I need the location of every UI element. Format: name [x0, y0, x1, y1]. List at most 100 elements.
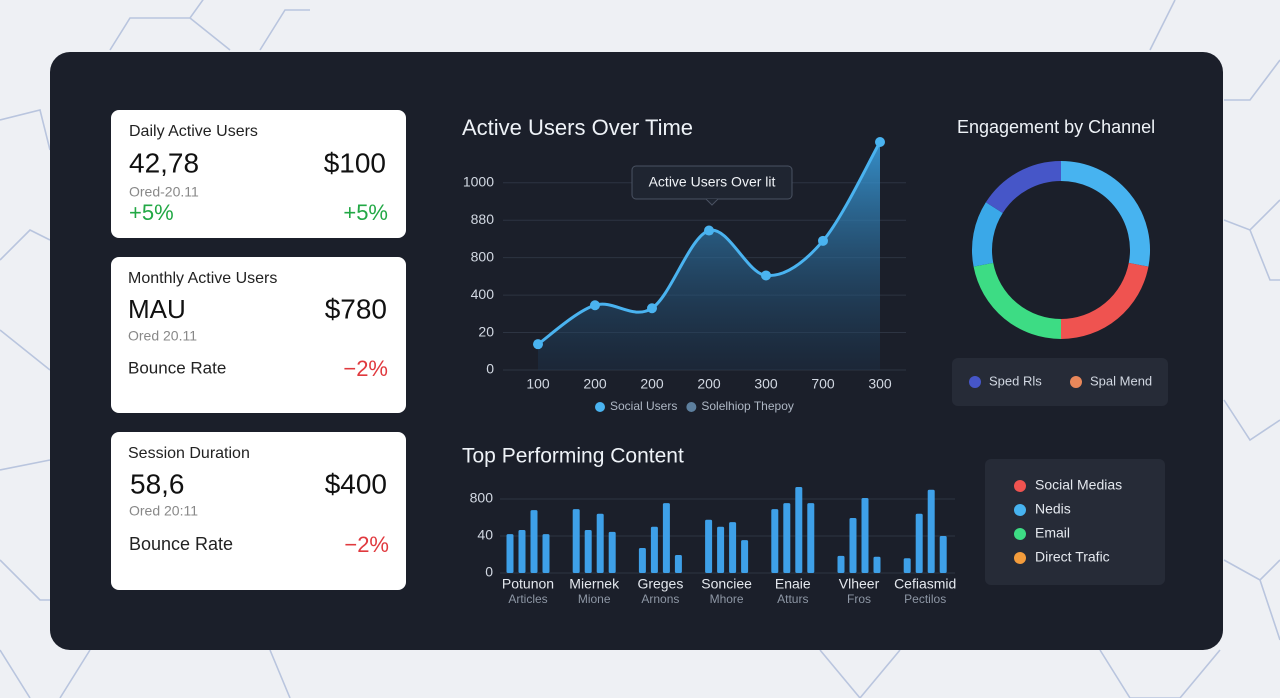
y-tick-label: 800	[471, 248, 495, 264]
y-tick-label: 880	[471, 211, 495, 227]
bar	[674, 554, 682, 573]
x-tick-sublabel: Arnons	[641, 592, 679, 606]
x-tick-label: Greges	[637, 576, 683, 592]
legend-dot	[1014, 528, 1026, 540]
card-label: Bounce Rate	[129, 534, 233, 554]
legend-label: Social Medias	[1035, 477, 1122, 493]
bar	[783, 503, 791, 573]
bar	[530, 510, 538, 573]
y-tick-label: 20	[478, 323, 494, 339]
legend-label: Social Users	[610, 399, 677, 413]
card-date: Ored 20:11	[129, 503, 198, 519]
donut-segment	[973, 262, 1062, 339]
x-tick-label: 200	[583, 376, 607, 392]
x-tick-sublabel: Fros	[847, 592, 871, 606]
card-value: 42,78	[129, 147, 199, 178]
card-change: −2%	[343, 356, 388, 381]
card	[111, 432, 406, 590]
legend-label: Spal Mend	[1090, 373, 1152, 388]
bar	[939, 535, 947, 573]
point	[818, 235, 828, 246]
card-label: Bounce Rate	[128, 358, 226, 377]
card-amount: $400	[325, 468, 387, 499]
legend-label: Direct Trafic	[1035, 549, 1110, 565]
legend-dot	[595, 402, 605, 412]
bar	[849, 517, 857, 573]
donut-segment	[1060, 262, 1149, 339]
donut-segment	[1060, 161, 1150, 267]
x-tick-sublabel: Pectilos	[904, 592, 946, 606]
card-date: Ored 20.11	[128, 328, 197, 344]
y-tick-label: 400	[471, 286, 495, 302]
bar	[542, 534, 550, 573]
point	[761, 270, 771, 281]
x-tick-label: 100	[526, 376, 550, 392]
card-title: Monthly Active Users	[128, 270, 277, 287]
line-chart: 0 20 400 800 880 1000 100 200 200 200 300 700 300 Act…	[463, 136, 906, 413]
chart-title: Active Users Over Time	[462, 115, 693, 140]
x-tick-sublabel: Mhore	[710, 592, 744, 606]
donut-segment	[985, 161, 1062, 214]
x-tick-label: Potunon	[502, 576, 554, 592]
point	[590, 300, 600, 311]
x-tick-sublabel: Atturs	[777, 592, 808, 606]
area	[538, 141, 880, 370]
bar	[717, 526, 725, 573]
bar	[518, 529, 526, 573]
bar	[795, 486, 803, 573]
donut-segment	[972, 202, 1003, 267]
bar	[927, 489, 935, 573]
x-tick-label: 200	[640, 376, 664, 392]
card	[111, 257, 406, 413]
y-tick-label: 0	[486, 361, 494, 377]
point	[704, 225, 714, 236]
legend-box	[985, 459, 1165, 585]
y-tick-label: 40	[477, 527, 493, 543]
y-tick-label: 1000	[463, 174, 494, 190]
x-tick-sublabel: Mione	[578, 592, 611, 606]
legend-dot	[1014, 504, 1026, 516]
point	[533, 339, 543, 350]
donut-chart: Sped Rls Spal Mend Social Medias Nedis Email…	[969, 161, 1152, 565]
card-title: Session Duration	[128, 445, 250, 462]
bar	[572, 509, 580, 573]
legend-label: Sped Rls	[989, 373, 1042, 388]
x-tick-label: 200	[697, 376, 721, 392]
x-tick-label: 700	[811, 376, 835, 392]
legend-dot	[969, 376, 981, 388]
bar	[861, 498, 869, 573]
bar	[705, 519, 713, 573]
legend-dot	[1014, 552, 1026, 564]
legend-dot	[1070, 376, 1082, 388]
x-tick-label: Enaie	[775, 576, 811, 592]
bar	[608, 531, 616, 573]
legend-dot	[686, 402, 697, 412]
bar	[903, 558, 911, 573]
card-value: 58,6	[130, 468, 185, 499]
x-tick-label: Cefiasmid	[894, 576, 956, 592]
card-change: +5%	[129, 200, 174, 225]
bar	[807, 503, 815, 573]
bar	[638, 548, 646, 573]
bar	[584, 529, 592, 573]
card-value: MAU	[128, 294, 186, 324]
legend-dot	[1014, 480, 1026, 492]
x-tick-label: 300	[754, 376, 778, 392]
x-tick-label: Vlheer	[839, 576, 880, 592]
legend-label: Solelhiop Thepoy	[701, 399, 794, 413]
bar	[506, 534, 514, 573]
card-amount: $780	[325, 293, 387, 324]
bar	[741, 540, 749, 573]
bar	[837, 555, 845, 573]
bar-chart: 040800PotunonArticlesMiernekMioneGregesA…	[470, 486, 956, 606]
point	[647, 303, 657, 314]
x-tick-sublabel: Articles	[508, 592, 547, 606]
bar	[662, 503, 670, 573]
tooltip-text: Active Users Over lit	[649, 174, 776, 190]
card-change: −2%	[344, 532, 389, 557]
card-date: Ored-20.11	[129, 184, 199, 200]
bar	[873, 556, 881, 573]
